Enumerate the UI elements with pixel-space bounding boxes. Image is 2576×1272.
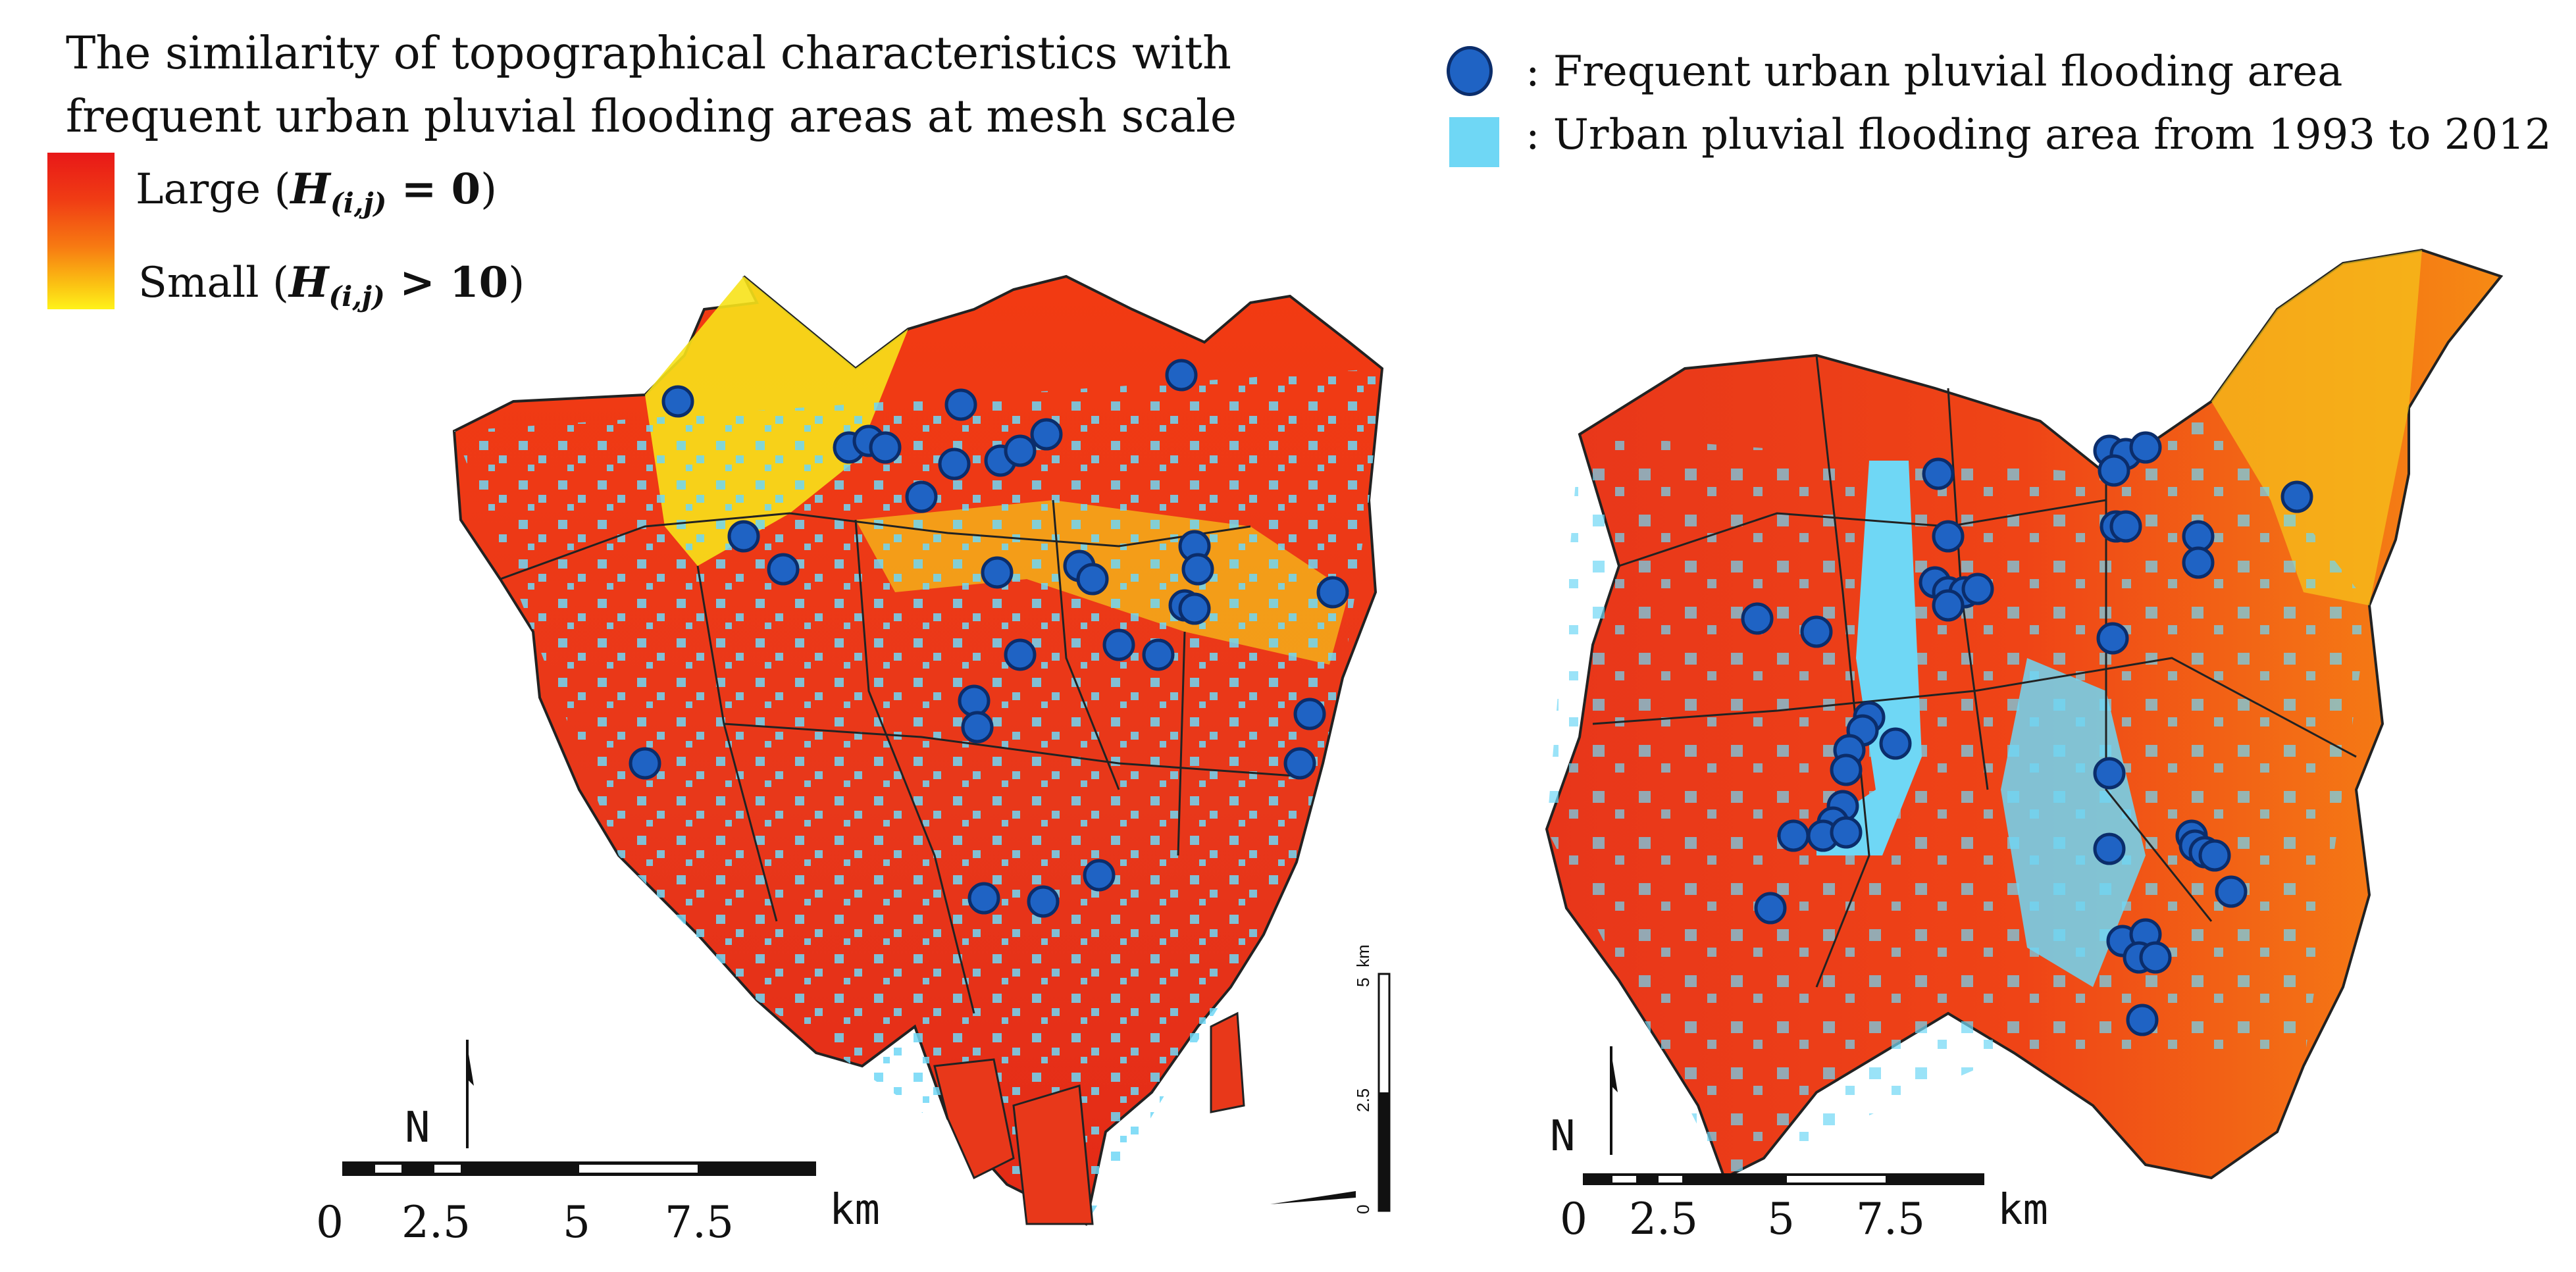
vscale-tick-2_5: 2.5	[1353, 1088, 1373, 1112]
right-north-arrow: N	[1550, 1046, 1618, 1161]
left-scale-tick-2_5: 2.5	[401, 1197, 471, 1248]
right-scale-tick-2_5: 2.5	[1629, 1194, 1698, 1244]
right-scale-tick-7_5: 7.5	[1856, 1194, 1925, 1244]
left-map-island-3	[1210, 1011, 1245, 1113]
vscale-tick-0: 0	[1353, 1205, 1373, 1214]
right-scale-tick-0: 0	[1560, 1194, 1587, 1244]
left-scale-unit: km	[829, 1186, 880, 1234]
left-map-ward-boundaries	[500, 499, 1304, 1014]
left-map-cyan-areas	[454, 369, 1382, 1224]
left-map-island-1	[933, 1058, 1015, 1180]
legend-title-line2: frequent urban pluvial flooding areas at…	[66, 91, 1237, 143]
right-scale-tick-5: 5	[1767, 1194, 1795, 1244]
gradient-large-label: Large (H(i,j) = 0)	[136, 165, 498, 219]
left-scale-tick-5: 5	[563, 1197, 590, 1248]
left-map: N 0 2.5 5 7.5 km 0 2.5 5 km	[316, 274, 1391, 1248]
right-map-flooding-dots	[1741, 431, 2313, 1036]
flooding-area-square-icon	[1449, 117, 1499, 167]
right-scale-bar: 0 2.5 5 7.5 km	[1560, 1173, 2048, 1244]
right-north-label: N	[1550, 1112, 1576, 1161]
right-map-cyan-areas	[1547, 401, 2369, 1178]
left-map-island-2	[1012, 1084, 1094, 1225]
vscale-unit: km	[1353, 944, 1373, 967]
left-north-label: N	[405, 1104, 430, 1152]
left-scale-tick-0: 0	[316, 1197, 344, 1248]
gradient-small-label: Small (H(i,j) > 10)	[138, 258, 525, 313]
left-vertical-scale: 0 2.5 5 km	[1270, 944, 1391, 1214]
legend-frequent-label: : Frequent urban pluvial flooding area	[1526, 47, 2343, 96]
right-scale-unit: km	[1997, 1186, 2048, 1234]
frequent-flooding-dot-icon	[1447, 46, 1493, 96]
right-map: N 0 2.5 5 7.5 km	[1545, 248, 2504, 1244]
legend-area-label: : Urban pluvial flooding area from 1993 …	[1526, 111, 2552, 159]
left-scale-tick-7_5: 7.5	[665, 1197, 734, 1248]
similarity-gradient-bar	[47, 153, 115, 309]
left-map-flooding-dots	[629, 359, 1349, 918]
right-map-yellow-zone	[2211, 250, 2422, 605]
vscale-tick-5: 5	[1353, 978, 1373, 987]
left-north-arrow: N	[405, 1040, 474, 1152]
legend-title-line1: The similarity of topographical characte…	[66, 28, 1231, 80]
left-scale-bar: 0 2.5 5 7.5 km	[316, 1161, 880, 1248]
